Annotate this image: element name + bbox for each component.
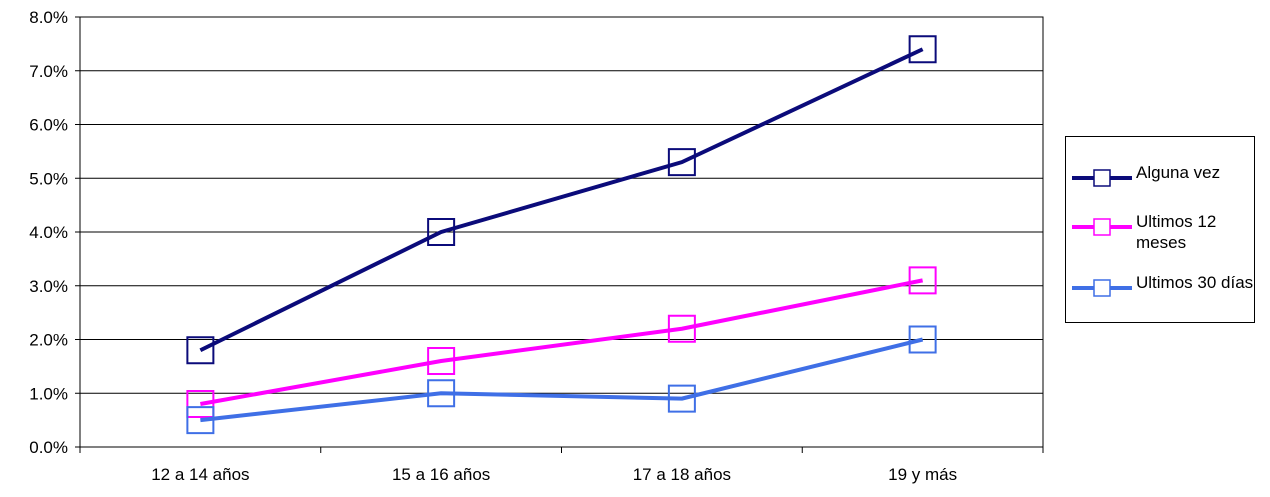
legend-label-ultimos-30-dias: Ultimos 30 días (1136, 273, 1254, 292)
y-tick-label: 8.0% (29, 8, 68, 27)
y-tick-label: 4.0% (29, 223, 68, 242)
y-tick-label: 3.0% (29, 277, 68, 296)
gridlines (80, 70, 1043, 394)
x-tick-label: 19 y más (888, 465, 957, 484)
data-point-ultimos-12-meses (908, 266, 937, 295)
axes (75, 16, 1044, 453)
y-tick-label: 2.0% (29, 331, 68, 350)
legend-swatch-ultimos-30-dias (1072, 279, 1132, 297)
data-point-ultimos-12-meses (427, 347, 456, 375)
x-tick-label: 12 a 14 años (151, 465, 249, 484)
legend-label-alguna-vez: Alguna vez (1136, 163, 1221, 182)
y-axis-ticks: 0.0% 1.0% 2.0% 3.0% 4.0% 5.0% 6.0% 7.0% 8.0% (29, 8, 68, 457)
x-tick-label: 17 a 18 años (633, 465, 731, 484)
series-line-alguna-vez (199, 47, 924, 353)
data-point-ultimos-30-d-as (908, 325, 937, 354)
y-tick-label: 1.0% (29, 384, 68, 403)
data-point-alguna-vez (427, 218, 456, 246)
y-tick-label: 5.0% (29, 169, 68, 188)
series-line-ultimos-30-d-as (200, 337, 924, 423)
legend-label-ultimos-12-meses: Ultimos 12 meses (1136, 212, 1217, 252)
x-axis-ticks: 12 a 14 años 15 a 16 años 17 a 18 años 19 y… (151, 465, 957, 484)
x-tick-label: 15 a 16 años (392, 465, 490, 484)
y-tick-label: 0.0% (29, 438, 68, 457)
legend-swatch-ultimos-12-meses (1072, 218, 1132, 236)
legend-swatch-alguna-vez (1072, 169, 1132, 187)
data-point-ultimos-30-d-as (186, 406, 215, 435)
data-point-ultimos-12-meses (667, 314, 696, 343)
data-point-ultimos-12-meses (186, 390, 215, 418)
legend: Alguna vez Ultimos 12 meses Ultimos 30 d… (1065, 136, 1255, 323)
data-point-alguna-vez (667, 148, 696, 177)
series-group (186, 35, 937, 435)
series-line-ultimos-12-meses (200, 278, 924, 406)
data-point-ultimos-30-d-as (427, 379, 456, 408)
y-tick-label: 7.0% (29, 62, 68, 81)
data-point-alguna-vez (186, 336, 215, 365)
y-tick-label: 6.0% (29, 116, 68, 135)
data-point-alguna-vez (908, 35, 937, 64)
data-point-ultimos-30-d-as (667, 384, 696, 413)
